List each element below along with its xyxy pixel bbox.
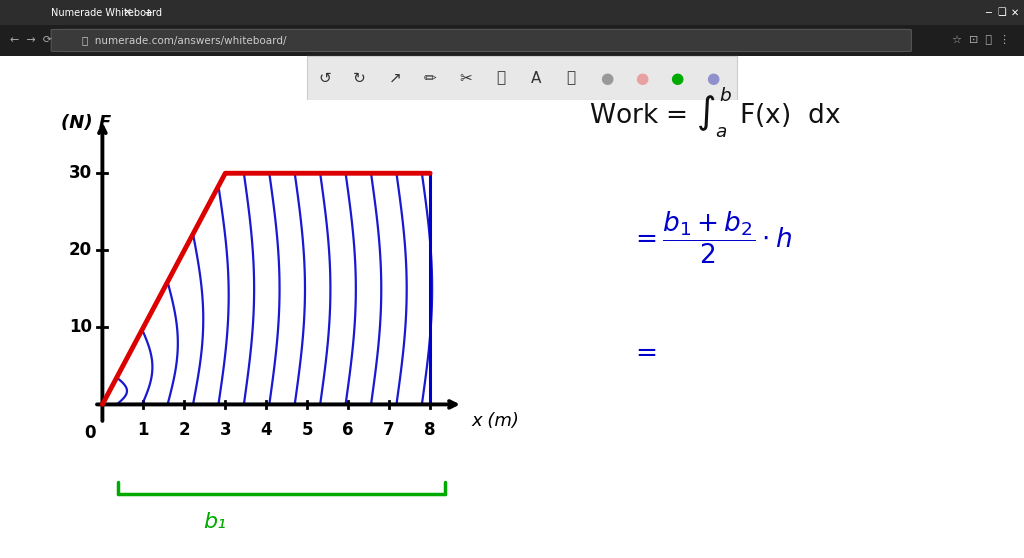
Text: x (m): x (m) [471, 412, 519, 430]
Text: ／: ／ [497, 71, 505, 85]
Text: ✏: ✏ [424, 71, 436, 85]
Text: ☆  ⊡  👤  ⋮: ☆ ⊡ 👤 ⋮ [952, 36, 1011, 45]
Text: $=$: $=$ [630, 339, 656, 364]
Text: 20: 20 [69, 241, 92, 259]
Text: Work = $\int_a^b$ F(x)  dx: Work = $\int_a^b$ F(x) dx [589, 85, 841, 138]
Text: 6: 6 [342, 421, 354, 439]
Text: ●: ● [600, 71, 613, 85]
Text: ↺: ↺ [318, 71, 331, 85]
Text: 4: 4 [260, 421, 272, 439]
Text: 1: 1 [137, 421, 150, 439]
Text: ←  →  ⟳: ← → ⟳ [10, 36, 52, 45]
Text: 2: 2 [178, 421, 190, 439]
Text: ✕: ✕ [1011, 8, 1019, 17]
Text: ✂: ✂ [459, 71, 472, 85]
Text: ●: ● [671, 71, 684, 85]
Text: ❑: ❑ [997, 8, 1006, 17]
Text: b₁: b₁ [204, 512, 226, 532]
Text: 3: 3 [219, 421, 231, 439]
Text: ↗: ↗ [388, 71, 401, 85]
Text: $= \dfrac{b_1 + b_2}{2} \cdot h$: $= \dfrac{b_1 + b_2}{2} \cdot h$ [630, 209, 792, 266]
Text: 0: 0 [84, 424, 96, 442]
Text: A: A [530, 71, 542, 85]
FancyBboxPatch shape [51, 30, 911, 51]
Text: 8: 8 [424, 421, 436, 439]
Text: ↻: ↻ [353, 71, 366, 85]
Text: 5: 5 [301, 421, 313, 439]
Text: (N) F: (N) F [61, 114, 112, 132]
Text: ─: ─ [985, 8, 991, 17]
Text: 7: 7 [383, 421, 395, 439]
Text: ×: × [123, 8, 132, 17]
Text: 30: 30 [69, 164, 92, 182]
Text: Numerade Whiteboard: Numerade Whiteboard [51, 8, 162, 17]
Text: +: + [143, 8, 153, 17]
Text: ●: ● [635, 71, 648, 85]
Text: 🔒  numerade.com/answers/whiteboard/: 🔒 numerade.com/answers/whiteboard/ [82, 36, 287, 45]
Text: ⬛: ⬛ [566, 71, 575, 85]
Text: 10: 10 [70, 319, 92, 336]
Text: ●: ● [706, 71, 719, 85]
